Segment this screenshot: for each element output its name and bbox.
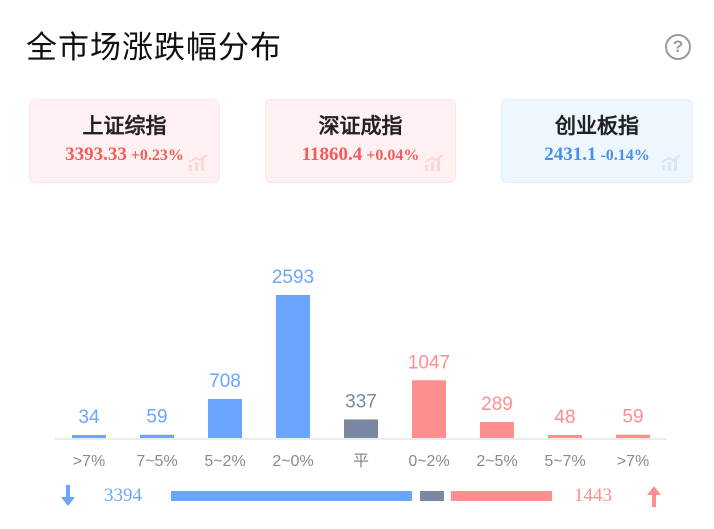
index-card-sz[interactable]: 深证成指 11860.4 +0.04%: [265, 99, 456, 183]
index-change: +0.23%: [130, 147, 184, 164]
bar-1: [140, 434, 174, 438]
index-price: 3393.33: [65, 144, 127, 165]
up-count: 1443: [574, 485, 612, 506]
arrow-down-icon: [61, 485, 75, 506]
category-label: 2~5%: [476, 453, 517, 470]
flat-summary-bar: [420, 491, 444, 501]
bar-0: [72, 435, 106, 438]
index-values: 3393.33 +0.23%: [30, 144, 219, 166]
bar-value-label: 2593: [272, 267, 314, 288]
trend-chart-icon: [661, 154, 681, 171]
category-label: >7%: [73, 453, 105, 470]
bar-value-label: 708: [209, 371, 241, 392]
index-price: 2431.1: [544, 144, 597, 165]
arrow-up-icon: [647, 486, 661, 507]
index-name: 上证综指: [82, 114, 167, 138]
page-title: 全市场涨跌幅分布: [26, 30, 282, 66]
bar-value-label: 1047: [408, 352, 450, 373]
down-count: 3394: [104, 485, 142, 506]
category-label: 5~7%: [544, 453, 585, 470]
category-label: 2~0%: [272, 453, 313, 470]
bar-value-label: 34: [78, 407, 100, 428]
category-label: 0~2%: [408, 453, 449, 470]
bar-value-label: 337: [345, 391, 377, 412]
index-card-sh[interactable]: 上证综指 3393.33 +0.23%: [29, 99, 220, 183]
bar-value-label: 289: [481, 394, 513, 415]
bar-value-label: 59: [622, 407, 643, 428]
index-change: +0.04%: [366, 147, 420, 164]
bar-value-label: 59: [146, 407, 167, 428]
trend-chart-icon: [188, 154, 208, 171]
distribution-bar-chart: 34 >7% 59 7~5% 708 5~2% 2593 2~0% 337 平 1047 0~2% 28…: [55, 267, 667, 470]
category-label: 平: [353, 453, 369, 470]
bar-value-label: 48: [554, 407, 575, 428]
category-label: 5~2%: [204, 453, 245, 470]
index-name: 深证成指: [318, 114, 403, 138]
index-card-cyb[interactable]: 创业板指 2431.1 -0.14%: [501, 99, 693, 183]
bar-6: [480, 422, 514, 438]
bar-2: [208, 398, 242, 438]
category-label: 7~5%: [136, 453, 177, 470]
bar-4: [344, 419, 378, 438]
category-label: >7%: [617, 453, 649, 470]
bar-5: [412, 380, 446, 438]
help-icon[interactable]: ?: [665, 34, 691, 60]
bar-8: [616, 434, 650, 438]
up-summary-bar: [451, 491, 552, 501]
trend-chart-icon: [424, 154, 444, 171]
index-price: 11860.4: [301, 144, 363, 165]
index-values: 11860.4 +0.04%: [266, 144, 455, 166]
bar-3: [276, 295, 310, 438]
index-change: -0.14%: [600, 147, 650, 164]
bar-7: [548, 435, 582, 438]
index-values: 2431.1 -0.14%: [502, 144, 692, 166]
down-summary-bar: [171, 491, 412, 501]
index-name: 创业板指: [555, 114, 639, 138]
